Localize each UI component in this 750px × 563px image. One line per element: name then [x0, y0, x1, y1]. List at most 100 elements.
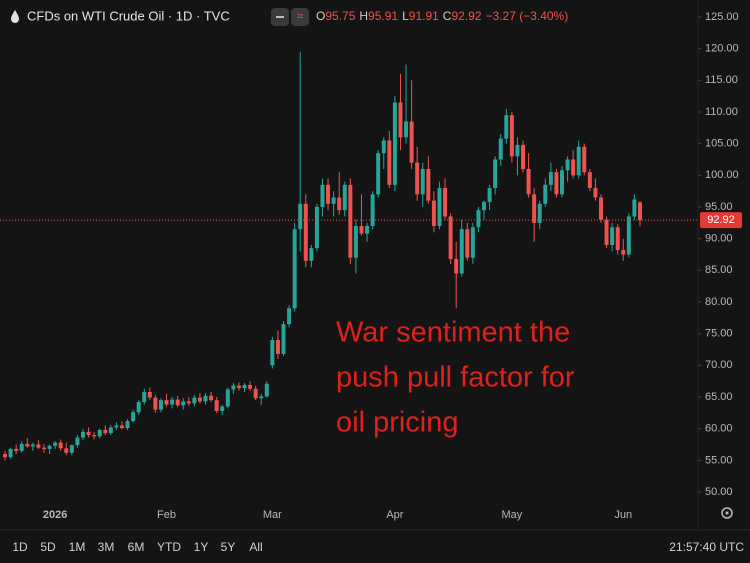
candle-body: [92, 435, 97, 437]
range-button[interactable]: 1M: [69, 540, 86, 554]
candle-body: [498, 138, 503, 160]
compare-icon: ≈: [297, 9, 304, 23]
candle-body: [482, 201, 487, 211]
candle-body: [560, 170, 564, 195]
y-tick-label: 120.00: [705, 43, 739, 55]
x-tick-label: Mar: [263, 509, 282, 521]
last-price-label: 92.92: [707, 214, 735, 226]
candle-body: [326, 184, 331, 204]
candle-body: [448, 216, 453, 259]
ohlc-key: H: [359, 9, 368, 23]
candle-body: [571, 159, 576, 176]
candle-body: [476, 210, 481, 228]
candle-body: [420, 168, 425, 195]
candle-body: [353, 225, 358, 258]
candle-body: [242, 384, 247, 389]
range-button[interactable]: 5D: [40, 540, 56, 554]
x-tick-label: Apr: [386, 509, 403, 521]
y-tick-label: 75.00: [705, 328, 733, 340]
annotation-line: push pull factor for: [336, 362, 575, 394]
range-button[interactable]: 3M: [98, 540, 115, 554]
candle-body: [587, 172, 592, 188]
candle-body: [298, 203, 303, 230]
candle-body: [236, 385, 241, 389]
candle-body: [287, 308, 292, 325]
candle-body: [437, 187, 442, 226]
candle-body: [320, 184, 325, 207]
ohlc-change: −3.27 (−3.40%): [486, 9, 569, 23]
candle-body: [381, 140, 386, 154]
candle-body: [610, 227, 615, 245]
candle-body: [365, 225, 370, 234]
candle-body: [58, 442, 63, 449]
candle-body: [181, 401, 186, 406]
candle-body: [175, 399, 180, 406]
candle-body: [214, 400, 219, 411]
candle-body: [142, 391, 147, 403]
candle-body: [337, 197, 342, 211]
candle-body: [454, 258, 459, 274]
candle-body: [275, 340, 280, 354]
range-button[interactable]: YTD: [157, 540, 181, 554]
range-button[interactable]: 5Y: [221, 540, 236, 554]
ohlc-values: O95.75 H95.91 L91.91 C92.92 −3.27 (−3.40%): [316, 9, 568, 23]
candle-body: [582, 146, 587, 173]
candle-body: [415, 162, 420, 195]
x-tick-label: May: [501, 509, 522, 521]
candle-body: [164, 400, 169, 405]
ohlc-key: O: [316, 9, 325, 23]
candle-body: [470, 227, 475, 258]
range-button[interactable]: All: [249, 540, 262, 554]
candle-body: [359, 225, 364, 234]
y-tick-label: 60.00: [705, 423, 733, 435]
candle-body: [459, 229, 464, 274]
symbol-icon: [11, 10, 19, 23]
candle-body: [103, 429, 108, 434]
candle-body: [264, 383, 269, 397]
ohlc-value: 95.91: [368, 9, 398, 23]
candle-body: [348, 184, 353, 258]
ohlc-value: 95.75: [325, 9, 355, 23]
candle-body: [554, 172, 559, 195]
range-button[interactable]: 1Y: [194, 540, 209, 554]
compare-button[interactable]: [291, 8, 309, 26]
candle-body: [392, 102, 397, 185]
candle-body: [41, 447, 46, 449]
x-tick-label: 2026: [43, 509, 67, 521]
candle-body: [147, 391, 152, 398]
candle-body: [548, 172, 553, 185]
x-tick-label: Feb: [157, 509, 176, 521]
header: CFDs on WTI Crude Oil · 1D · TVC ≈ O95.7…: [11, 8, 568, 26]
candle-body: [158, 400, 163, 410]
ohlc-value: 91.91: [409, 9, 439, 23]
candle-body: [64, 448, 69, 453]
y-tick-label: 70.00: [705, 359, 733, 371]
x-tick-label: Jun: [614, 509, 632, 521]
clock: 21:57:40 UTC: [669, 540, 744, 554]
candle-body: [426, 168, 431, 201]
ohlc-key: C: [443, 9, 452, 23]
candle-body: [331, 197, 336, 204]
y-tick-label: 100.00: [705, 169, 739, 181]
candle-body: [203, 395, 208, 402]
candle-body: [197, 397, 202, 402]
plot-area: [0, 51, 698, 461]
candle-body: [314, 206, 319, 249]
candle-body: [576, 146, 581, 176]
candle-body: [532, 194, 537, 223]
candle-body: [521, 144, 526, 169]
candle-body: [632, 199, 637, 217]
candle-body: [515, 144, 520, 157]
settings-button[interactable]: [721, 507, 733, 519]
candle-body: [465, 229, 470, 258]
symbol-title: CFDs on WTI Crude Oil · 1D · TVC: [27, 8, 230, 23]
candle-body: [615, 227, 620, 251]
y-tick-label: 125.00: [705, 11, 739, 23]
range-button[interactable]: 6M: [128, 540, 145, 554]
candle-body: [125, 421, 130, 429]
candle-body: [598, 197, 603, 220]
range-button[interactable]: 1D: [12, 540, 28, 554]
